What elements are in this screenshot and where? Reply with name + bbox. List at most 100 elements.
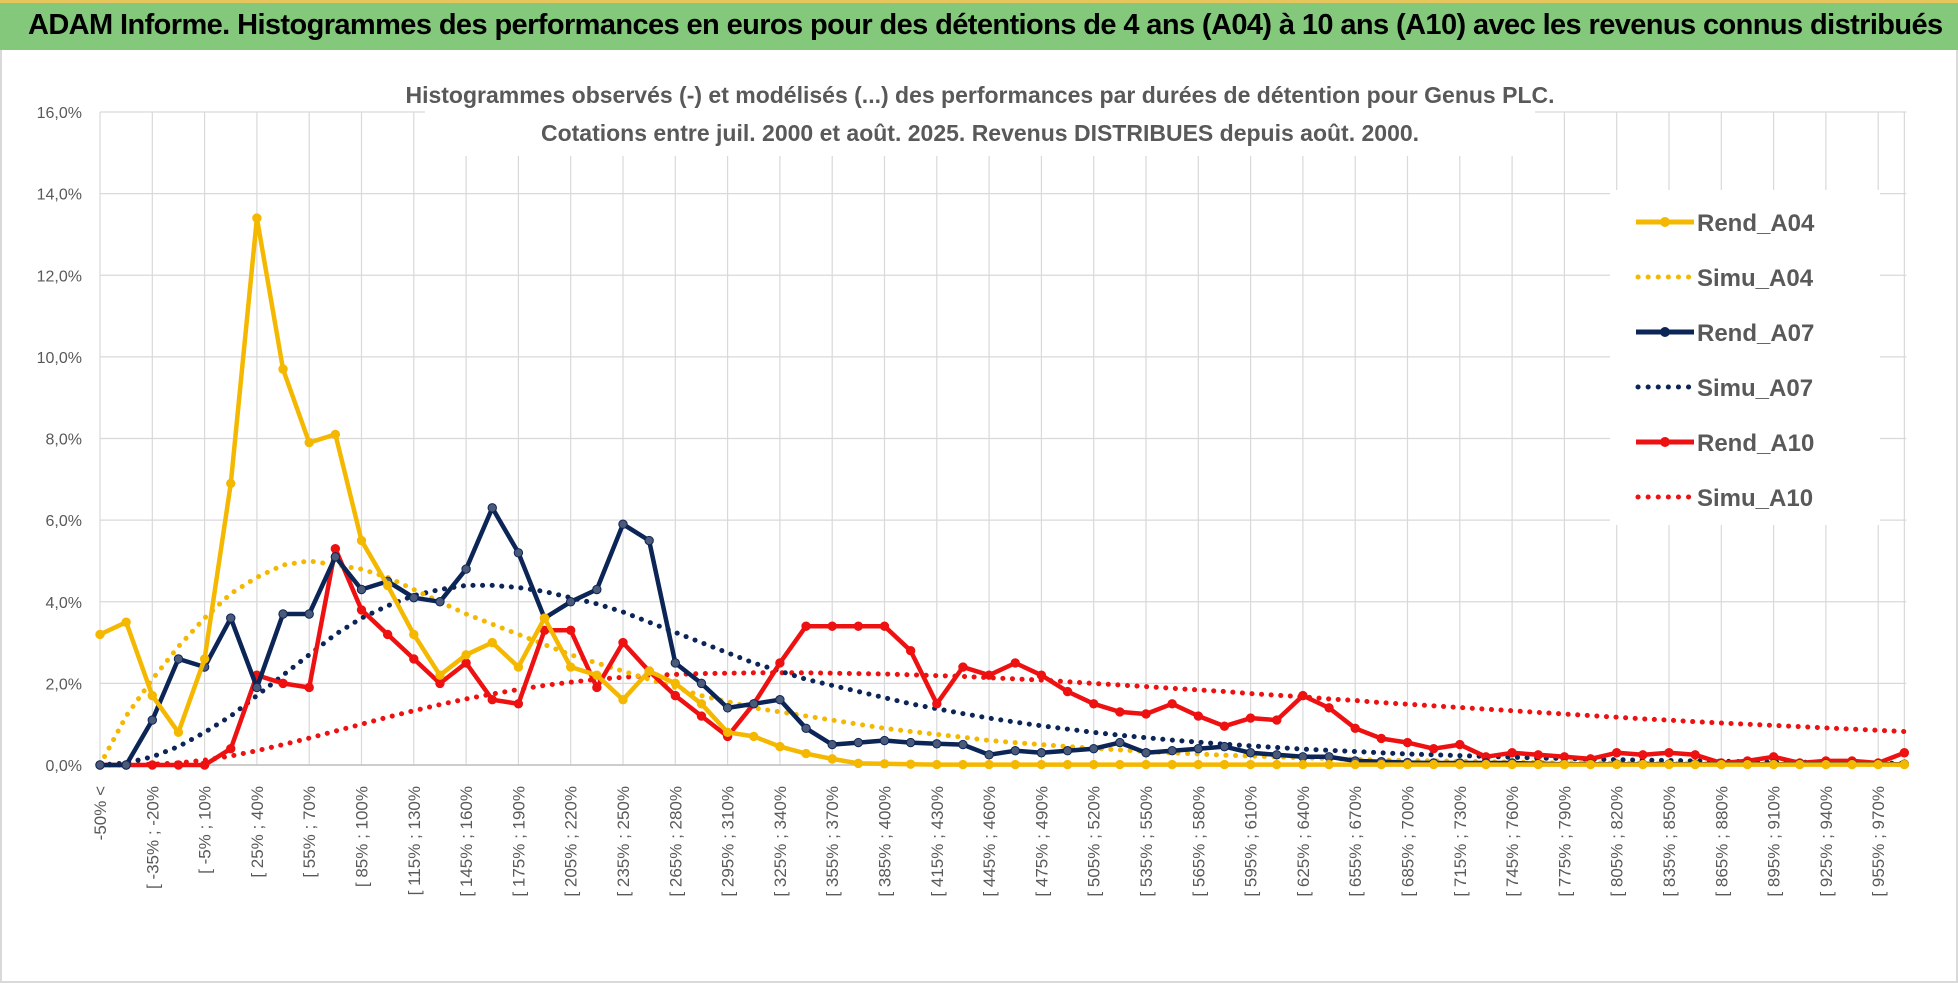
data-point-rend-a04 — [1585, 759, 1596, 770]
series-line-simu-a07 — [97, 582, 1907, 768]
y-tick-label: 16,0% — [37, 105, 82, 122]
data-point-rend-a10 — [958, 662, 968, 672]
x-tick-label: [ 895% ; 910% — [1765, 786, 1784, 897]
data-point-rend-a10 — [173, 760, 184, 770]
data-point-rend-a07 — [278, 609, 288, 619]
data-point-rend-a04 — [330, 429, 341, 440]
data-point-rend-a04 — [278, 364, 288, 374]
data-point-rend-a10 — [1272, 715, 1282, 725]
data-point-rend-a10 — [330, 543, 341, 554]
banner: ADAM Informe. Histogrammes des performan… — [0, 0, 1958, 50]
data-point-rend-a10 — [356, 605, 367, 615]
data-point-rend-a10 — [566, 625, 576, 636]
data-point-rend-a10 — [1455, 739, 1465, 750]
chart-subtitle: Cotations entre juil. 2000 et août. 2025… — [541, 120, 1419, 146]
chart-frame — [0, 50, 1958, 983]
data-point-rend-a10 — [1664, 748, 1674, 758]
data-point-rend-a04 — [1533, 759, 1543, 770]
data-point-rend-a10 — [801, 621, 811, 631]
x-tick-label: [ 55% ; 70% — [300, 786, 319, 878]
data-point-rend-a07 — [356, 584, 367, 595]
data-point-rend-a10 — [382, 629, 393, 640]
data-point-rend-a04 — [1612, 759, 1622, 770]
x-tick-label: [ 205% ; 220% — [562, 786, 581, 897]
x-tick-label: [ 865% ; 880% — [1712, 786, 1731, 897]
data-point-rend-a04 — [1899, 759, 1910, 770]
x-tick-label: [ 325% ; 340% — [771, 786, 790, 897]
data-point-rend-a04 — [644, 666, 654, 676]
x-tick-label: [ 685% ; 700% — [1399, 786, 1418, 897]
data-point-rend-a04 — [1245, 759, 1256, 770]
x-axis-ticks: -50% < [ -35% ; -20% [ -5% ; 10% [ 25% ; 40… — [91, 786, 1888, 897]
x-tick-label: [ 745% ; 760% — [1503, 786, 1522, 897]
data-point-rend-a04 — [1272, 759, 1282, 770]
data-point-rend-a10 — [984, 670, 994, 680]
data-point-rend-a07 — [1141, 748, 1151, 758]
chart-title: Histogrammes observés (-) et modélisés (… — [405, 82, 1554, 108]
legend-label-simu-a04: Simu_A04 — [1697, 265, 1814, 292]
data-point-rend-a04 — [879, 759, 890, 769]
data-point-rend-a04 — [722, 727, 733, 738]
data-point-rend-a10 — [1245, 713, 1256, 723]
data-point-rend-a07 — [1219, 741, 1230, 752]
legend-marker-rend-a10 — [1660, 437, 1670, 447]
data-point-rend-a07 — [644, 535, 654, 546]
data-point-rend-a04 — [1664, 759, 1674, 770]
data-point-rend-a04 — [539, 613, 550, 623]
data-point-rend-a10 — [1298, 690, 1308, 701]
data-point-rend-a10 — [304, 682, 314, 693]
x-tick-label: [ 445% ; 460% — [980, 786, 999, 897]
data-point-rend-a10 — [1010, 658, 1020, 668]
data-point-rend-a04 — [905, 759, 916, 769]
x-tick-label: [ -5% ; 10% — [196, 786, 215, 874]
legend-label-rend-a10: Rend_A10 — [1697, 430, 1814, 457]
data-point-rend-a04 — [801, 748, 811, 759]
series-line-simu-a10 — [97, 670, 1907, 768]
data-point-rend-a04 — [487, 637, 497, 648]
data-point-rend-a07 — [749, 699, 759, 709]
data-point-rend-a07 — [984, 750, 994, 760]
data-point-rend-a04 — [1455, 759, 1465, 770]
legend-label-simu-a07: Simu_A07 — [1697, 375, 1813, 402]
data-point-rend-a10 — [1350, 723, 1360, 733]
data-point-rend-a10 — [1612, 748, 1622, 758]
legend-background — [1610, 190, 1880, 525]
data-point-rend-a10 — [592, 682, 602, 693]
data-point-rend-a04 — [1507, 759, 1517, 770]
data-point-rend-a10 — [1690, 750, 1700, 760]
data-point-rend-a10 — [618, 637, 628, 648]
data-point-rend-a04 — [1690, 759, 1700, 770]
y-tick-label: 8,0% — [46, 432, 82, 449]
series-line-rend-a07 — [100, 505, 1905, 768]
data-point-rend-a10 — [435, 678, 445, 689]
data-point-rend-a07 — [330, 552, 341, 562]
data-point-rend-a10 — [879, 621, 890, 631]
data-point-rend-a07 — [722, 703, 733, 713]
data-point-rend-a07 — [1062, 746, 1073, 756]
data-point-rend-a07 — [618, 519, 628, 529]
data-point-rend-a10 — [853, 621, 864, 631]
data-point-rend-a04 — [670, 678, 680, 689]
data-point-rend-a07 — [932, 739, 942, 749]
data-point-rend-a07 — [827, 739, 837, 750]
data-point-rend-a04 — [1350, 759, 1360, 770]
data-point-rend-a04 — [1768, 759, 1779, 770]
data-point-rend-a10 — [1376, 733, 1387, 744]
x-tick-label: [ 565% ; 580% — [1189, 786, 1208, 897]
x-tick-label: [ 835% ; 850% — [1660, 786, 1679, 897]
series-line-rend-a10 — [100, 546, 1906, 768]
x-tick-label: [ 85% ; 100% — [353, 786, 372, 887]
data-point-rend-a07 — [1272, 750, 1282, 760]
data-point-rend-a10 — [461, 658, 471, 668]
data-point-rend-a10 — [670, 690, 680, 701]
data-point-rend-a10 — [1193, 711, 1204, 721]
data-point-rend-a07 — [173, 654, 184, 664]
x-tick-label: [ 535% ; 550% — [1137, 786, 1156, 897]
data-point-rend-a04 — [304, 437, 314, 448]
data-point-rend-a07 — [566, 597, 576, 607]
data-point-rend-a07 — [1167, 746, 1177, 756]
data-point-rend-a10 — [513, 699, 524, 709]
data-point-rend-a10 — [1899, 748, 1910, 758]
data-point-rend-a04 — [1167, 759, 1177, 770]
data-point-rend-a04 — [775, 741, 785, 752]
